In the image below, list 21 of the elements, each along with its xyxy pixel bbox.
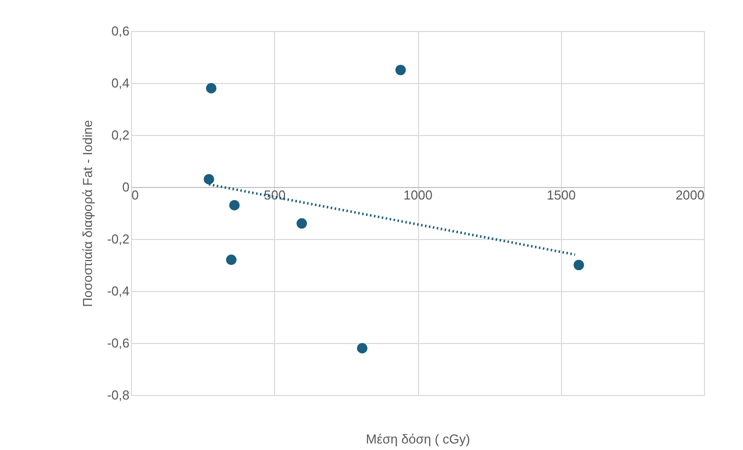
x-axis-title: Μέση δόση ( cGy)	[366, 432, 470, 446]
y-tick-label: -0,6	[107, 336, 130, 350]
y-tick-label: -0,2	[107, 232, 130, 246]
x-tick-label: 0	[132, 188, 139, 202]
point	[206, 82, 216, 94]
y-tick-label: -0,4	[107, 284, 130, 298]
point	[204, 174, 214, 184]
y-tick-label: 0,6	[111, 24, 130, 38]
point	[296, 218, 307, 229]
x-tick-label: 2000	[676, 188, 704, 202]
point	[395, 64, 406, 76]
y-tick-label: 0,4	[111, 76, 130, 90]
x-tick-label: 1500	[546, 188, 576, 202]
point	[356, 342, 368, 354]
x-tick-label: 1000	[404, 188, 432, 202]
point	[229, 200, 240, 210]
y-tick-label: -0,8	[107, 388, 130, 402]
point	[226, 254, 237, 266]
y-tick-label: 0,2	[111, 128, 130, 142]
y-axis-title: Ποσοστιαία διαφορά Fat - Iodine	[80, 120, 96, 308]
point	[574, 260, 584, 270]
